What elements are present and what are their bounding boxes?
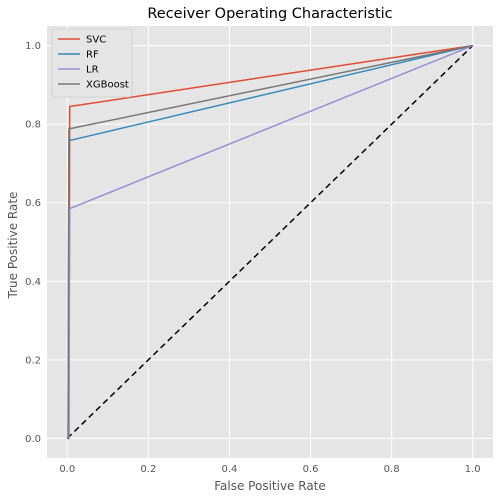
legend-label: XGBoost	[86, 80, 129, 91]
legend-label: RF	[86, 50, 99, 61]
y-tick-label: 0.6	[25, 198, 41, 209]
y-tick-label: 0.4	[25, 277, 41, 288]
legend-box	[51, 28, 133, 98]
series-group	[67, 44, 474, 440]
x-tick-label: 0.2	[140, 464, 156, 475]
x-tick-label: 0.6	[303, 464, 319, 475]
tick-labels: 0.0 0.2 0.4 0.6 0.8 1.0 0.0 0.2 0.4 0.6 0.8 1.0	[25, 41, 481, 475]
legend-label: LR	[86, 65, 99, 76]
reference-diagonal-line	[66, 45, 474, 439]
x-tick-label: 0.4	[222, 464, 238, 475]
grid-lines	[47, 26, 493, 458]
x-tick-label: 0.8	[384, 464, 400, 475]
x-tick-label: 1.0	[465, 464, 481, 475]
chart-title: Receiver Operating Characteristic	[147, 6, 392, 22]
y-tick-label: 1.0	[25, 41, 41, 52]
legend-label: SVC	[86, 35, 106, 46]
x-axis-label: False Positive Rate	[214, 479, 326, 493]
series-line-xgboost	[67, 44, 473, 440]
legend: SVC RF LR XGBoost	[51, 28, 133, 98]
y-tick-label: 0.0	[25, 434, 41, 445]
y-tick-label: 0.2	[25, 355, 41, 366]
y-axis-label: True Positive Rate	[6, 192, 20, 300]
x-tick-label: 0.0	[59, 464, 75, 475]
y-tick-label: 0.8	[25, 120, 41, 131]
reference-line-group	[66, 45, 474, 439]
